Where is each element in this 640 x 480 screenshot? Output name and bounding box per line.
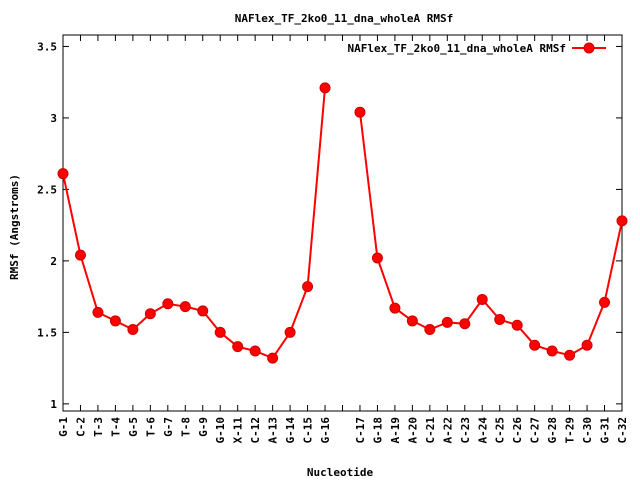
x-tick-label: G-9 <box>197 417 210 437</box>
y-axis: 1 1.5 2 2.5 3 3.5 <box>37 40 622 411</box>
x-tick-label: T-8 <box>179 417 192 437</box>
data-point <box>581 339 593 351</box>
x-tick-label: C-27 <box>529 417 542 444</box>
data-point <box>459 318 471 330</box>
y-axis-label: RMSf (Angstroms) <box>8 174 21 280</box>
y-tick-label: 3.5 <box>37 40 57 53</box>
data-point <box>232 341 244 353</box>
x-tick-label: T-4 <box>109 417 122 437</box>
data-point <box>546 345 558 357</box>
data-point <box>179 301 191 313</box>
x-axis-label: Nucleotide <box>307 466 374 479</box>
data-point <box>267 352 279 364</box>
data-point <box>302 281 314 293</box>
data-point <box>127 324 139 336</box>
data-point <box>162 298 174 310</box>
x-tick-label: G-18 <box>371 417 384 444</box>
data-point <box>109 315 121 327</box>
x-tick-label: G-7 <box>162 417 175 437</box>
data-point <box>354 106 366 118</box>
data-point <box>406 315 418 327</box>
data-point <box>441 316 453 328</box>
x-tick-label: A-13 <box>267 417 280 444</box>
x-tick-label: C-15 <box>302 417 315 444</box>
x-tick-label: A-22 <box>441 417 454 444</box>
data-point <box>249 345 261 357</box>
data-point <box>319 82 331 94</box>
x-tick-label: C-21 <box>424 417 437 444</box>
x-tick-label: C-26 <box>511 417 524 444</box>
legend-entry-label: NAFlex_TF_2ko0_11_dna_wholeA RMSf <box>347 42 566 55</box>
x-axis: G-1 C-2 T-3 T-4 G-5 T-6 G-7 T-8 G-9 G-10 X-11 C-12 A… <box>57 35 629 444</box>
y-tick-label: 2 <box>50 255 57 268</box>
x-tick-label: T-6 <box>144 417 157 437</box>
data-point <box>476 293 488 305</box>
legend-marker <box>583 42 595 54</box>
data-point <box>616 215 628 227</box>
data-point <box>494 314 506 326</box>
data-point <box>197 305 209 317</box>
x-tick-label: T-3 <box>92 417 105 437</box>
x-tick-label: G-28 <box>546 417 559 444</box>
data-point <box>389 302 401 314</box>
data-point <box>74 249 86 261</box>
y-tick-label: 3 <box>50 112 57 125</box>
x-tick-label: G-1 <box>57 417 70 437</box>
data-point <box>371 252 383 264</box>
data-point <box>529 339 541 351</box>
series-layer <box>57 82 628 364</box>
x-tick-label: C-2 <box>74 417 87 437</box>
y-tick-label: 1.5 <box>37 326 57 339</box>
x-tick-label: C-23 <box>459 417 472 444</box>
data-point <box>57 168 69 180</box>
legend: NAFlex_TF_2ko0_11_dna_wholeA RMSf <box>347 42 606 55</box>
x-tick-label: A-20 <box>406 417 419 444</box>
x-tick-label: C-25 <box>494 417 507 444</box>
series-line <box>359 112 623 357</box>
chart-title: NAFlex_TF_2ko0_11_dna_wholeA RMSf <box>235 12 454 25</box>
series-line <box>62 87 326 360</box>
data-point <box>284 326 296 338</box>
y-tick-label: 1 <box>50 398 57 411</box>
x-tick-label: G-16 <box>319 417 332 444</box>
x-tick-label: G-10 <box>214 417 227 444</box>
x-tick-label: G-14 <box>284 417 297 444</box>
x-tick-label: C-17 <box>354 417 367 444</box>
x-tick-label: C-12 <box>249 417 262 444</box>
data-point <box>144 308 156 320</box>
data-point <box>564 349 576 361</box>
data-point <box>511 319 523 331</box>
x-tick-label: T-29 <box>564 417 577 444</box>
data-point <box>599 296 611 308</box>
x-tick-label: G-31 <box>599 417 612 444</box>
data-point <box>214 326 226 338</box>
x-tick-label: X-11 <box>232 417 245 444</box>
x-tick-label: A-24 <box>476 417 489 444</box>
data-point <box>424 324 436 336</box>
x-tick-label: C-32 <box>616 417 629 444</box>
x-tick-label: G-5 <box>127 417 140 437</box>
plot-frame <box>62 34 623 412</box>
y-tick-label: 2.5 <box>37 183 57 196</box>
data-point <box>92 306 104 318</box>
x-tick-label: A-19 <box>389 417 402 444</box>
x-tick-label: C-30 <box>581 417 594 444</box>
